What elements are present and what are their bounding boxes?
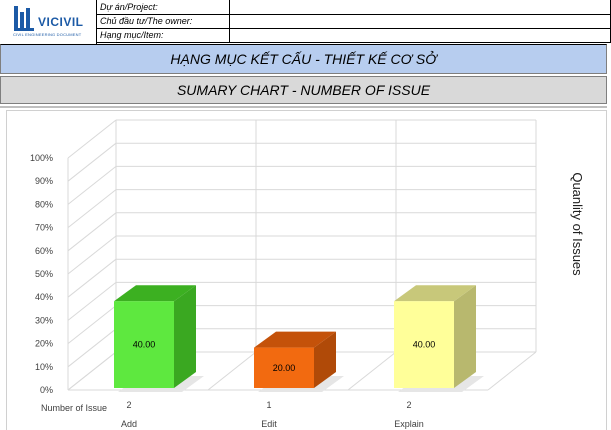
logo-subtitle: CIVIL ENGINEERING DOCUMENT bbox=[13, 32, 82, 37]
category-label: Add bbox=[121, 419, 137, 429]
gridline-side bbox=[67, 235, 117, 275]
table-row-label: Number of Issue bbox=[41, 403, 107, 413]
issue-count: 1 bbox=[266, 400, 271, 410]
data-label: 40.00 bbox=[413, 340, 436, 350]
floor-divider bbox=[347, 351, 397, 391]
y-tick-label: 40% bbox=[35, 292, 53, 302]
category-label: Edit bbox=[261, 419, 277, 429]
vicivil-logo-icon bbox=[14, 6, 34, 31]
y-tick-label: 20% bbox=[35, 339, 53, 349]
chart-header: SUMARY CHART - NUMBER OF ISSUE bbox=[0, 76, 607, 104]
bar-top bbox=[114, 285, 196, 302]
bar-add bbox=[114, 301, 174, 388]
gridline-side bbox=[67, 258, 117, 298]
bar-side bbox=[174, 285, 196, 388]
logo-text: VICIVIL bbox=[38, 15, 84, 29]
y-tick-label: 10% bbox=[35, 362, 53, 372]
bar-top bbox=[394, 285, 476, 302]
y-tick-label: 30% bbox=[35, 315, 53, 325]
gridline-side bbox=[67, 189, 117, 228]
bar-side bbox=[314, 331, 336, 388]
gridline-side bbox=[67, 166, 117, 205]
gridline-side bbox=[67, 305, 117, 344]
gridline-side bbox=[67, 282, 117, 321]
data-label: 40.00 bbox=[133, 340, 156, 350]
floor-divider bbox=[207, 351, 257, 391]
gridline-side bbox=[67, 328, 117, 368]
divider bbox=[0, 106, 607, 108]
bar-side bbox=[454, 285, 476, 388]
document-header: VICIVIL CIVIL ENGINEERING DOCUMENT Dự án… bbox=[0, 0, 611, 45]
y-axis-title: Quanlity of Issues bbox=[570, 172, 585, 276]
logo: VICIVIL CIVIL ENGINEERING DOCUMENT bbox=[0, 0, 97, 45]
category-label: Explain bbox=[394, 419, 424, 429]
bar-explain bbox=[394, 301, 454, 388]
item-label: Hạng mục/Item: bbox=[96, 28, 230, 42]
gridline-side bbox=[67, 142, 117, 182]
bar-top bbox=[254, 331, 336, 348]
project-label: Dự án/Project: bbox=[96, 0, 230, 14]
section-title: HẠNG MỤC KẾT CẤU - THIẾT KẾ CƠ SỞ bbox=[0, 44, 607, 74]
issue-count: 2 bbox=[126, 400, 131, 410]
y-tick-label: 50% bbox=[35, 269, 53, 279]
gridline-side bbox=[67, 119, 117, 159]
y-tick-label: 80% bbox=[35, 199, 53, 209]
y-tick-label: 90% bbox=[35, 176, 53, 186]
owner-label: Chủ đầu tư/The owner: bbox=[96, 14, 230, 28]
bar-edit bbox=[254, 347, 314, 388]
data-label: 20.00 bbox=[273, 363, 296, 373]
floor-divider bbox=[487, 351, 537, 391]
floor-divider bbox=[67, 351, 117, 391]
gridline-side bbox=[67, 212, 117, 252]
y-tick-label: 100% bbox=[30, 153, 53, 163]
y-tick-label: 0% bbox=[40, 385, 53, 395]
y-tick-label: 70% bbox=[35, 223, 53, 233]
y-tick-label: 60% bbox=[35, 246, 53, 256]
issue-count: 2 bbox=[406, 400, 411, 410]
